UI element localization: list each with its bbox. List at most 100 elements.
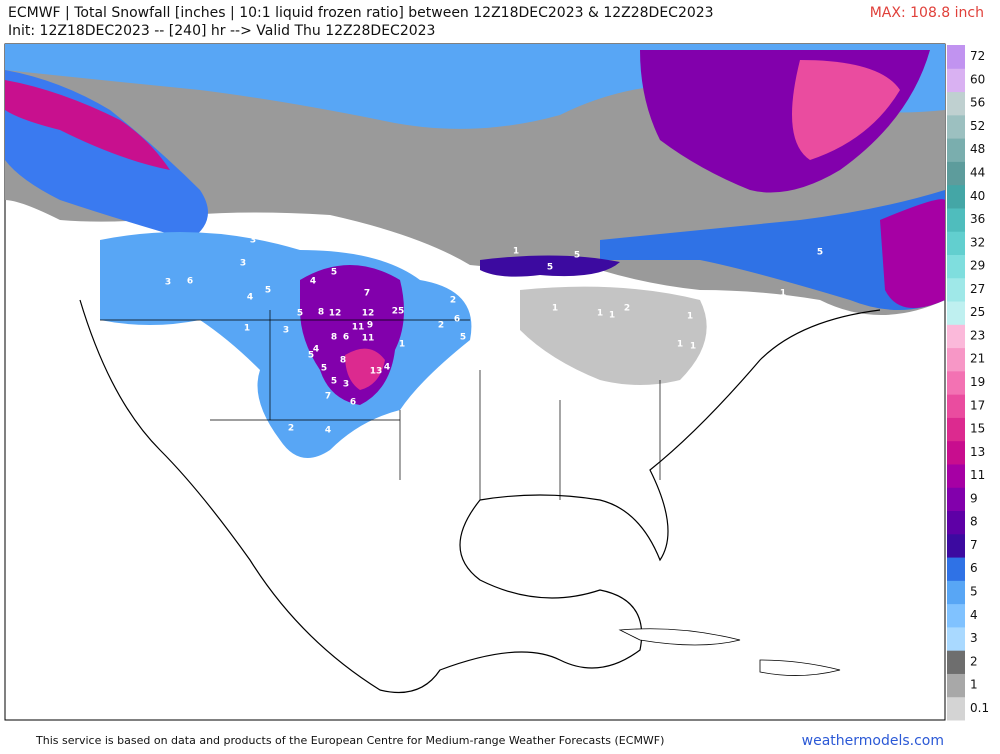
- snow-amount-label: 8: [331, 333, 337, 343]
- snow-amount-label: 5: [297, 309, 303, 319]
- header-title: ECMWF | Total Snowfall [inches | 10:1 li…: [8, 5, 714, 21]
- colorbar-label: 27: [970, 282, 985, 296]
- colorbar-swatch: [947, 347, 965, 372]
- snow-amount-label: 11: [362, 334, 375, 344]
- snow-amount-label: 4: [384, 363, 390, 373]
- snow-amount-label: 6: [454, 315, 460, 325]
- snow-amount-label: 1: [687, 312, 693, 322]
- colorbar-swatch: [947, 510, 965, 535]
- colorbar-swatch: [947, 696, 965, 721]
- snow-amount-label: 12: [362, 309, 375, 319]
- colorbar-swatch: [947, 370, 965, 395]
- snow-amount-label: 8: [318, 308, 324, 318]
- snow-amount-label: 5: [547, 263, 553, 273]
- snow-amount-label: 1: [677, 340, 683, 350]
- snow-amount-label: 1: [780, 289, 786, 299]
- islands: [618, 628, 841, 676]
- colorbar-swatch: [947, 184, 965, 209]
- snow-amount-label: 4: [325, 426, 331, 436]
- colorbar-label: 2: [970, 654, 978, 668]
- colorbar-label: 19: [970, 375, 985, 389]
- colorbar-swatch: [947, 277, 965, 302]
- colorbar-label: 4: [970, 608, 978, 622]
- colorbar-swatch: [947, 440, 965, 465]
- colorbar-label: 29: [970, 259, 985, 273]
- colorbar-swatch: [947, 254, 965, 279]
- snow-amount-label: 2: [438, 321, 444, 331]
- colorbar-swatch: [947, 487, 965, 512]
- colorbar-swatch: [947, 463, 965, 488]
- colorbar-label: 8: [970, 515, 978, 529]
- snow-amount-label: 2: [213, 224, 219, 234]
- snow-amount-label: 7: [364, 289, 370, 299]
- snow-amount-label: 1: [244, 324, 250, 334]
- colorbar-swatch: [947, 231, 965, 255]
- footer-site: weathermodels.com: [802, 733, 944, 749]
- snow-amount-label: 4: [310, 277, 316, 287]
- colorbar-swatch: [947, 394, 965, 418]
- max-value: MAX: 108.8 inch: [870, 5, 984, 21]
- footer-notice: This service is based on data and produc…: [35, 734, 664, 747]
- snow-amount-label: 1: [477, 334, 483, 344]
- colorbar-swatch: [947, 68, 965, 93]
- colorbar-label: 13: [970, 445, 985, 459]
- snow-amount-label: 1: [597, 309, 603, 319]
- snow-amount-label: 8: [340, 356, 346, 366]
- snow-amount-label: 5: [265, 286, 271, 296]
- snow-blue: [600, 190, 945, 310]
- snow-amount-label: 25: [392, 307, 405, 317]
- snow-amount-label: 2: [624, 304, 630, 314]
- colorbar-swatch: [947, 557, 965, 581]
- snow-amount-label: 1: [609, 311, 615, 321]
- snow-amount-label: 7: [325, 392, 331, 402]
- colorbar-label: 0.1: [970, 701, 989, 715]
- colorbar-swatch: [947, 91, 965, 116]
- colorbar-swatch: [947, 650, 965, 674]
- snow-pink: [792, 60, 900, 160]
- colorbar-label: 48: [970, 142, 985, 156]
- colorbar-label: 6: [970, 561, 978, 575]
- colorbar-label: 60: [970, 72, 985, 86]
- snow-amount-label: 1: [513, 247, 519, 257]
- snow-amount-label: 8: [460, 284, 466, 294]
- colorbar-label: 52: [970, 119, 985, 133]
- snow-amount-label: 3: [283, 326, 289, 336]
- snow-amount-label: 9: [367, 321, 373, 331]
- colorbar: 0.11234567891113151719212325272932364044…: [947, 45, 989, 721]
- snow-amount-label: 11: [352, 323, 365, 333]
- snow-amount-label: 6: [187, 277, 193, 287]
- colorbar-swatch: [947, 673, 965, 698]
- colorbar-label: 21: [970, 352, 985, 366]
- colorbar-label: 40: [970, 189, 985, 203]
- colorbar-swatch: [947, 161, 965, 186]
- colorbar-label: 72: [970, 49, 985, 63]
- state-borders: [100, 310, 661, 500]
- snow-amount-label: 5: [308, 351, 314, 361]
- colorbar-label: 32: [970, 235, 985, 249]
- colorbar-label: 23: [970, 328, 985, 342]
- colorbar-swatch: [947, 301, 965, 325]
- colorbar-label: 17: [970, 398, 985, 412]
- snow-purple: [480, 255, 620, 277]
- snow-amount-label: 5: [331, 377, 337, 387]
- colorbar-label: 9: [970, 491, 978, 505]
- snow-amount-label: 1: [552, 304, 558, 314]
- snow-amount-label: 1: [399, 340, 405, 350]
- colorbar-swatch: [947, 324, 965, 349]
- colorbar-label: 15: [970, 422, 985, 436]
- snow-amount-label: 12: [329, 309, 342, 319]
- snow-amount-label: 3: [165, 278, 171, 288]
- colorbar-swatch: [947, 45, 965, 69]
- snow-amount-label: 5: [321, 364, 327, 374]
- snow-amount-label: 1: [690, 342, 696, 352]
- snow-amount-label: 5: [574, 251, 580, 261]
- snow-amount-label: 2: [288, 424, 294, 434]
- colorbar-label: 1: [970, 678, 978, 692]
- header-subtitle: Init: 12Z18DEC2023 -- [240] hr --> Valid…: [8, 23, 435, 39]
- colorbar-swatch: [947, 603, 965, 628]
- snow-amount-label: 5: [460, 333, 466, 343]
- colorbar-swatch: [947, 417, 965, 442]
- colorbar-swatch: [947, 580, 965, 605]
